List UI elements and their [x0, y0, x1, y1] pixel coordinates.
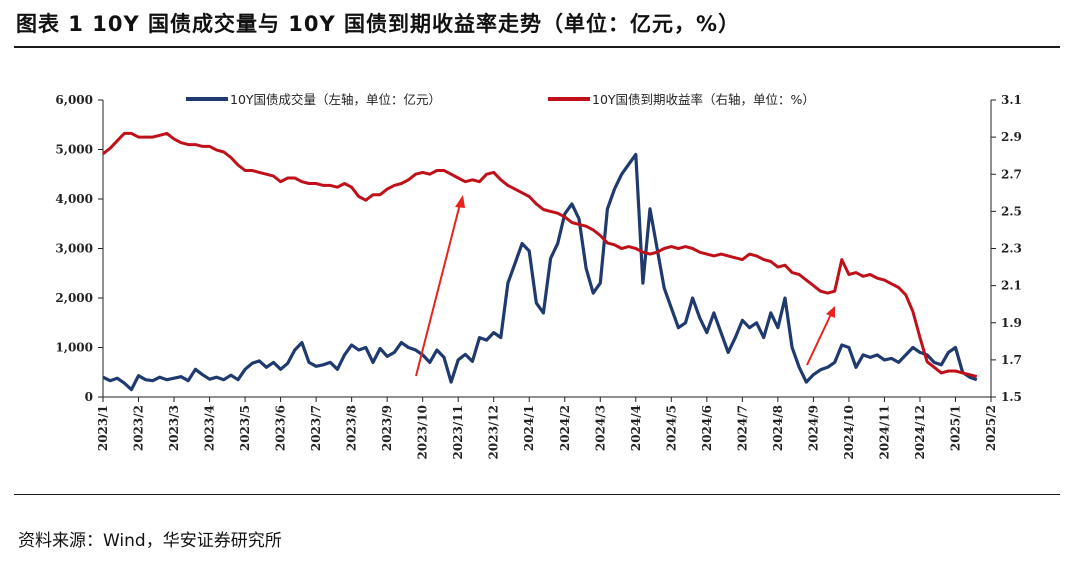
right-tick-label: 1.9	[1001, 316, 1022, 330]
x-tick-label: 2024/12	[913, 405, 927, 459]
footer-rule	[14, 494, 1060, 495]
right-tick-label: 2.7	[1001, 167, 1022, 181]
series-layer	[102, 131, 978, 392]
x-tick-label: 2024/9	[806, 405, 820, 451]
x-tick-label: 2023/11	[451, 405, 465, 459]
x-tick-label: 2024/4	[629, 405, 643, 451]
x-tick-label: 2023/8	[345, 405, 359, 451]
right-tick-label: 2.5	[1001, 204, 1022, 218]
x-tick-label: 2023/1	[96, 405, 110, 451]
x-tick-label: 2023/6	[274, 405, 288, 451]
x-tick-label: 2024/6	[700, 405, 714, 451]
x-tick-label: 2024/7	[735, 405, 749, 451]
tick-layer: 0 1,000 2,000 3,000 4,000 5,000 6,000 1.5 1.7 1.9…	[55, 93, 1021, 459]
right-tick-label: 2.3	[1001, 242, 1022, 256]
arrowhead-2024	[826, 306, 835, 318]
left-tick-label: 2,000	[55, 291, 93, 305]
left-tick-label: 0	[85, 390, 93, 404]
x-tick-label: 2024/10	[842, 405, 856, 459]
arrow-up-2023	[415, 199, 462, 377]
chart-title: 图表 1 10Y 国债成交量与 10Y 国债到期收益率走势（单位：亿元，%）	[16, 12, 741, 36]
x-tick-label: 2024/2	[558, 405, 572, 451]
x-tick-label: 2024/3	[593, 405, 607, 451]
right-tick-label: 1.5	[1001, 390, 1022, 404]
legend: 10Y国债成交量（左轴，单位：亿元） 10Y国债到期收益率（右轴，单位：%）	[186, 92, 815, 107]
left-tick-label: 1,000	[55, 341, 93, 355]
left-tick-label: 6,000	[55, 93, 93, 107]
title-rule	[14, 46, 1060, 48]
arrowhead-2023	[455, 195, 465, 208]
x-tick-label: 2025/2	[984, 405, 998, 451]
right-tick-label: 1.7	[1001, 353, 1022, 367]
arrow-up-2024	[806, 311, 833, 366]
x-tick-label: 2023/4	[203, 405, 217, 451]
x-tick-label: 2024/5	[664, 405, 678, 451]
x-tick-label: 2024/8	[771, 405, 785, 451]
left-tick-label: 3,000	[55, 242, 93, 256]
x-tick-label: 2023/7	[309, 405, 323, 451]
x-tick-label: 2023/10	[416, 405, 430, 459]
x-tick-label: 2024/1	[522, 405, 536, 451]
right-tick-label: 3.1	[1001, 93, 1022, 107]
right-tick-label: 2.9	[1001, 130, 1022, 144]
left-tick-label: 5,000	[55, 143, 93, 157]
left-tick-label: 4,000	[55, 192, 93, 206]
legend-label-yield: 10Y国债到期收益率（右轴，单位：%）	[592, 92, 815, 107]
x-tick-label: 2023/5	[238, 405, 252, 451]
x-tick-label: 2023/9	[380, 405, 394, 451]
x-tick-label: 2023/3	[167, 405, 181, 451]
source-note: 资料来源：Wind，华安证券研究所	[18, 531, 282, 551]
x-tick-label: 2024/11	[877, 405, 891, 459]
series-line-volume	[102, 152, 978, 392]
annotation-arrows	[415, 195, 835, 377]
x-tick-label: 2025/1	[948, 405, 962, 451]
x-tick-label: 2023/12	[487, 405, 501, 459]
right-tick-label: 2.1	[1001, 279, 1022, 293]
x-tick-label: 2023/2	[132, 405, 146, 451]
series-line-yield	[102, 131, 978, 379]
legend-label-volume: 10Y国债成交量（左轴，单位：亿元）	[230, 92, 441, 107]
